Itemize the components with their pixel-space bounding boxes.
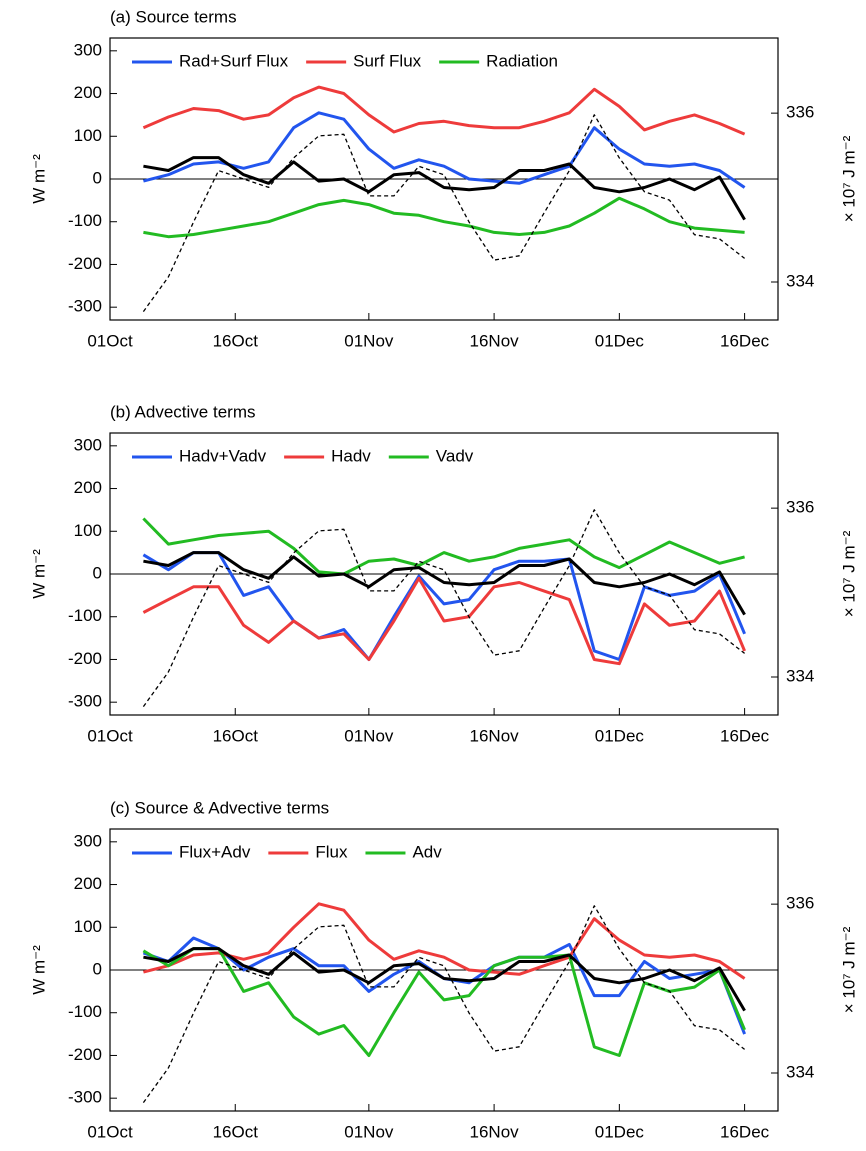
y-tick-label: 200 — [74, 478, 102, 497]
y-tick-label: 300 — [74, 831, 102, 850]
series-line — [142, 517, 745, 576]
y-axis-label: W m⁻² — [29, 154, 48, 204]
x-tick-label: 01Nov — [344, 1122, 394, 1141]
x-tick-label: 16Nov — [470, 726, 520, 745]
y-tick-label: 0 — [93, 563, 102, 582]
y-tick-label: -200 — [68, 1045, 102, 1064]
legend-label: Surf Flux — [353, 51, 422, 70]
y2-axis-label: × 10⁷ J m⁻² — [839, 926, 858, 1013]
legend-label: Flux — [315, 842, 348, 861]
legend-label: Adv — [412, 842, 442, 861]
y2-tick-label: 334 — [786, 1062, 814, 1081]
series-line — [143, 196, 745, 239]
y-axis-label: W m⁻² — [29, 549, 48, 599]
y-tick-label: -100 — [68, 1002, 102, 1021]
y-tick-label: 200 — [74, 874, 102, 893]
y-tick-label: 100 — [74, 917, 102, 936]
x-tick-label: 01Dec — [595, 726, 645, 745]
x-tick-label: 01Dec — [595, 1122, 645, 1141]
y-tick-label: 300 — [74, 435, 102, 454]
x-tick-label: 16Dec — [720, 726, 770, 745]
x-tick-label: 16Oct — [213, 1122, 259, 1141]
legend-label: Radiation — [486, 51, 558, 70]
x-tick-label: 01Dec — [595, 331, 645, 350]
y2-axis-label: × 10⁷ J m⁻² — [839, 135, 858, 222]
y-tick-label: 200 — [74, 83, 102, 102]
series-line — [142, 114, 745, 312]
x-tick-label: 01Oct — [87, 331, 133, 350]
y-tick-label: -100 — [68, 606, 102, 625]
y-tick-label: -200 — [68, 254, 102, 273]
series-line — [143, 551, 746, 616]
series-line — [143, 902, 746, 980]
series-line — [142, 551, 746, 661]
y-tick-label: 0 — [93, 168, 102, 187]
x-tick-label: 01Nov — [344, 331, 394, 350]
legend-label: Hadv+Vadv — [179, 446, 267, 465]
x-tick-label: 01Nov — [344, 726, 394, 745]
series-line — [142, 947, 746, 1057]
x-tick-label: 16Oct — [213, 331, 259, 350]
panel-title: (a) Source terms — [110, 7, 237, 26]
x-tick-label: 16Oct — [213, 726, 259, 745]
series-line — [142, 905, 745, 1103]
series-line — [142, 509, 745, 707]
x-tick-label: 16Dec — [720, 1122, 770, 1141]
panel-title: (b) Advective terms — [110, 402, 256, 421]
y2-tick-label: 334 — [786, 666, 814, 685]
legend-label: Rad+Surf Flux — [179, 51, 289, 70]
y-tick-label: -300 — [68, 297, 102, 316]
y-tick-label: -300 — [68, 692, 102, 711]
x-tick-label: 16Dec — [720, 331, 770, 350]
legend-label: Hadv — [331, 446, 371, 465]
y-tick-label: 100 — [74, 126, 102, 145]
x-tick-label: 01Oct — [87, 726, 133, 745]
y-tick-label: -200 — [68, 649, 102, 668]
y2-tick-label: 334 — [786, 271, 814, 290]
y-tick-label: 300 — [74, 40, 102, 59]
panel-title: (c) Source & Advective terms — [110, 798, 329, 817]
legend-label: Vadv — [436, 446, 474, 465]
series-line — [143, 947, 746, 1012]
y-tick-label: 100 — [74, 521, 102, 540]
series-line — [143, 156, 746, 221]
y-axis-label: W m⁻² — [29, 945, 48, 995]
series-line — [143, 111, 746, 189]
y-tick-label: -100 — [68, 211, 102, 230]
series-line — [142, 85, 746, 136]
x-tick-label: 16Nov — [470, 331, 520, 350]
x-tick-label: 01Oct — [87, 1122, 133, 1141]
y-tick-label: -300 — [68, 1088, 102, 1107]
y2-tick-label: 336 — [786, 894, 814, 913]
x-tick-label: 16Nov — [470, 1122, 520, 1141]
y-tick-label: 0 — [93, 959, 102, 978]
legend-label: Flux+Adv — [179, 842, 251, 861]
y2-tick-label: 336 — [786, 103, 814, 122]
y2-tick-label: 336 — [786, 498, 814, 517]
series-line — [142, 576, 746, 666]
y2-axis-label: × 10⁷ J m⁻² — [839, 530, 858, 617]
